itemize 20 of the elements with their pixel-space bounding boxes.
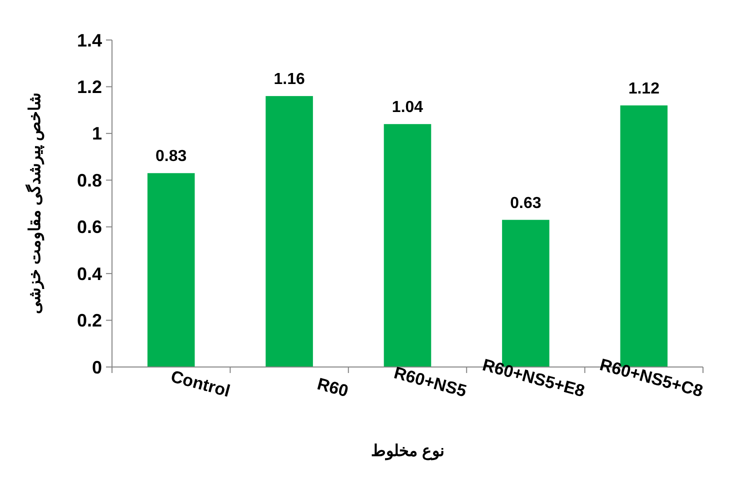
y-tick-label: 1: [92, 124, 102, 144]
y-tick-label: 1.2: [76, 77, 102, 98]
x-axis-title: نوع مخلوط: [370, 443, 444, 461]
y-tick-label: 0.6: [76, 217, 102, 238]
bar: [384, 124, 432, 367]
x-tick-label: Control: [168, 366, 232, 401]
data-label: 0.63: [510, 194, 542, 212]
y-tick-label: 0: [92, 357, 102, 378]
bar: [147, 173, 195, 367]
y-tick-label: 0.2: [76, 310, 102, 331]
data-label: 1.16: [274, 71, 305, 88]
data-label: 1.12: [628, 80, 660, 98]
bar: [266, 96, 313, 367]
data-label: 1.04: [392, 99, 424, 116]
data-label: 0.83: [156, 148, 187, 166]
y-tick-label: 0.8: [76, 170, 102, 190]
y-tick-label: 1.4: [76, 30, 102, 50]
y-axis-title: شاخص پیرشدگی مقاومت خزشی: [25, 92, 45, 314]
y-tick-label: 0.4: [76, 264, 102, 284]
x-tick-label: R60: [315, 374, 350, 401]
